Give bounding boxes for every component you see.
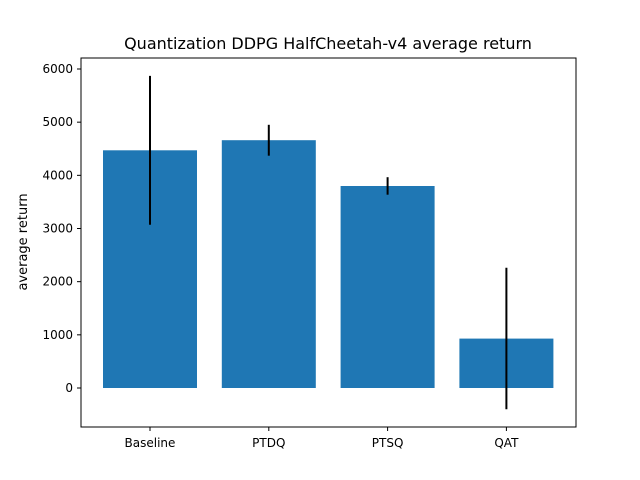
x-tick-label-qat: QAT [494, 436, 519, 450]
y-tick-label: 4000 [42, 168, 73, 182]
x-tick-label-ptsq: PTSQ [372, 436, 404, 450]
bar-ptdq [221, 140, 316, 388]
y-tick-label: 2000 [42, 275, 73, 289]
y-axis: 0 1000 2000 3000 4000 5000 6000 [42, 62, 81, 395]
chart-title: Quantization DDPG HalfCheetah-v4 average… [124, 34, 532, 53]
y-tick-label: 1000 [42, 328, 73, 342]
plot-frame [80, 57, 577, 428]
y-tick-label: 6000 [42, 62, 73, 76]
bar-ptsq [340, 186, 435, 388]
x-axis: Baseline PTDQ PTSQ QAT [125, 427, 519, 450]
x-tick-label-ptdq: PTDQ [252, 436, 285, 450]
error-bars-group [149, 75, 508, 410]
x-tick-label-baseline: Baseline [125, 436, 176, 450]
y-tick-label: 0 [65, 381, 73, 395]
bars-group [103, 140, 554, 388]
y-tick-label: 3000 [42, 222, 73, 236]
y-axis-label: average return [16, 193, 31, 290]
y-tick-label: 5000 [42, 115, 73, 129]
